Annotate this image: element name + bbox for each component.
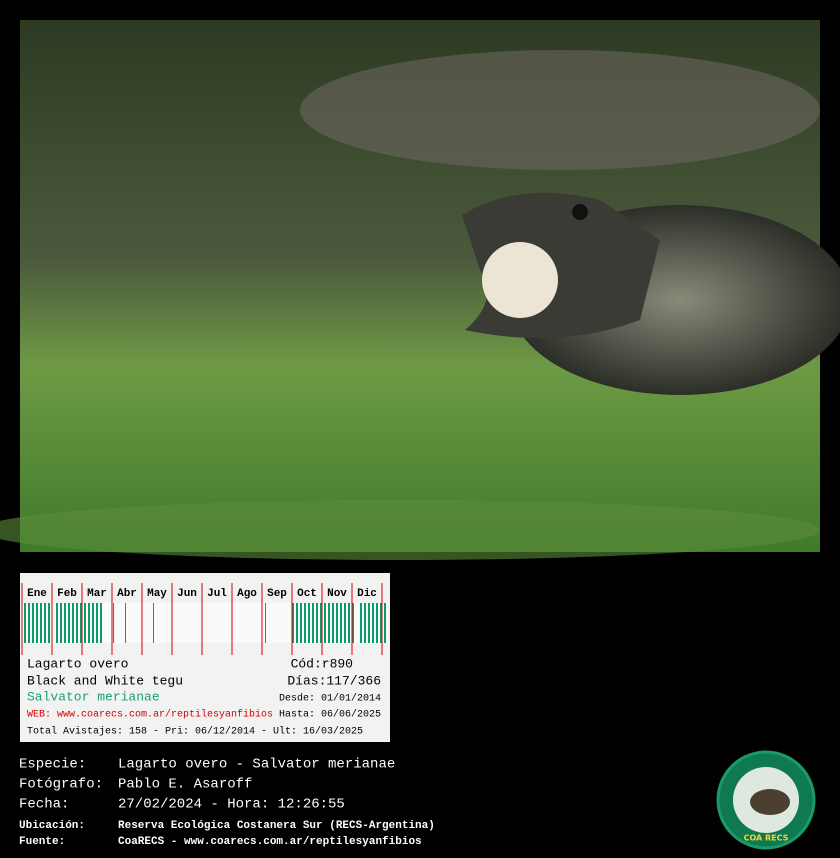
- english-name: Black and White tegu: [27, 673, 183, 688]
- month-label: Jun: [177, 588, 197, 600]
- month-label: Abr: [117, 588, 137, 600]
- detail-label: Fotógrafo:: [19, 777, 103, 793]
- detail-value: 27/02/2024 - Hora: 12:26:55: [118, 797, 345, 813]
- days: Días:117/366: [287, 673, 381, 688]
- month-label: May: [147, 588, 167, 600]
- detail-value: Lagarto overo - Salvator merianae: [118, 757, 395, 773]
- month-label: Ago: [237, 588, 257, 600]
- photo: [0, 20, 840, 560]
- detail-label: Fuente:: [19, 836, 65, 848]
- month-label: Nov: [327, 588, 347, 600]
- scientific-name: Salvator merianae: [27, 689, 160, 704]
- month-label: Dic: [357, 588, 377, 600]
- month-label: Sep: [267, 588, 287, 600]
- month-label: Feb: [57, 588, 77, 600]
- month-label: Jul: [207, 588, 227, 600]
- until: Hasta: 06/06/2025: [279, 709, 381, 721]
- logo: COA RECS: [716, 750, 816, 850]
- detail-label: Especie:: [19, 757, 86, 773]
- detail-value: Reserva Ecológica Costanera Sur (RECS-Ar…: [118, 820, 435, 832]
- common-name: Lagarto overo: [27, 656, 128, 671]
- code: Cód:r890: [291, 656, 353, 671]
- detail-label: Fecha:: [19, 797, 69, 813]
- activity-card: Ene Feb Mar Abr May Jun Jul Ago Sep Oct Nov Dic Lag…: [20, 573, 390, 742]
- detail-value: Pablo E. Asaroff: [118, 777, 252, 793]
- web: WEB: www.coarecs.com.ar/reptilesyanfibio…: [27, 709, 273, 721]
- month-label: Mar: [87, 588, 107, 600]
- detail-label: Ubicación:: [19, 820, 85, 832]
- totals: Total Avistajes: 158 - Pri: 06/12/2014 -…: [27, 726, 363, 738]
- since: Desde: 01/01/2014: [279, 693, 381, 705]
- month-label: Oct: [297, 588, 317, 600]
- month-label: Ene: [27, 588, 47, 600]
- detail-value: CoaRECS - www.coarecs.com.ar/reptilesyan…: [118, 836, 422, 848]
- logo-text: COA RECS: [744, 834, 789, 843]
